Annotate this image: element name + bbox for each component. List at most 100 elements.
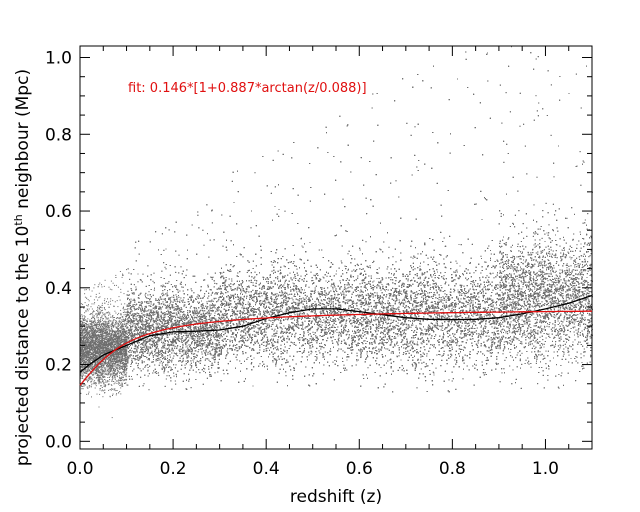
data-point: [91, 331, 92, 332]
data-point: [90, 368, 91, 369]
data-point: [94, 303, 95, 304]
data-point: [105, 367, 106, 368]
data-point: [112, 378, 113, 379]
data-point: [96, 313, 97, 314]
data-point: [120, 366, 121, 367]
data-point: [126, 375, 127, 376]
data-point: [98, 297, 99, 298]
data-point: [102, 320, 103, 321]
data-point: [107, 312, 108, 313]
data-point: [121, 340, 122, 341]
data-point: [88, 327, 89, 328]
data-point: [89, 385, 90, 386]
data-point: [126, 333, 127, 334]
data-point: [98, 344, 99, 345]
data-point: [112, 330, 113, 331]
data-point: [88, 393, 89, 394]
data-point: [103, 365, 104, 366]
data-point: [83, 365, 84, 366]
data-point: [112, 339, 113, 340]
data-point: [100, 381, 101, 382]
data-point: [105, 321, 106, 322]
data-point: [101, 333, 102, 334]
data-point: [106, 319, 107, 320]
data-point: [89, 300, 90, 301]
data-point: [86, 311, 87, 312]
data-point: [104, 345, 105, 346]
data-point: [92, 326, 93, 327]
data-point: [112, 315, 113, 316]
data-point: [103, 352, 104, 353]
data-point: [93, 287, 94, 288]
data-point: [92, 322, 93, 323]
data-point: [89, 370, 90, 371]
data-point: [83, 340, 84, 341]
data-point: [89, 334, 90, 335]
data-point: [102, 341, 103, 342]
data-point: [84, 384, 85, 385]
data-point: [105, 362, 106, 363]
data-point: [105, 369, 106, 370]
data-point: [105, 360, 106, 361]
data-point: [124, 329, 125, 330]
data-point: [117, 323, 118, 324]
data-point: [81, 366, 82, 367]
data-point: [125, 314, 126, 315]
data-point: [123, 369, 124, 370]
data-point: [94, 380, 95, 381]
data-point: [91, 349, 92, 350]
data-point: [87, 381, 88, 382]
data-point: [111, 335, 112, 336]
data-point: [123, 307, 124, 308]
data-point: [119, 365, 120, 366]
data-point: [116, 381, 117, 382]
data-point: [111, 281, 112, 282]
data-point: [114, 388, 115, 389]
data-point: [83, 338, 84, 339]
data-point: [120, 289, 121, 290]
data-point: [120, 310, 121, 311]
data-point: [124, 349, 125, 350]
data-point: [111, 326, 112, 327]
data-point: [108, 339, 109, 340]
data-point: [103, 377, 104, 378]
data-point: [116, 360, 117, 361]
data-point: [85, 316, 86, 317]
data-point: [98, 328, 99, 329]
data-point: [122, 323, 123, 324]
data-point: [115, 363, 116, 364]
data-point: [80, 375, 81, 376]
data-point: [119, 359, 120, 360]
data-point: [96, 383, 97, 384]
data-point: [88, 347, 89, 348]
data-point: [81, 352, 82, 353]
data-point: [113, 346, 114, 347]
data-point: [113, 374, 114, 375]
data-point: [106, 332, 107, 333]
data-point: [122, 374, 123, 375]
data-point: [91, 396, 92, 397]
data-point: [115, 339, 116, 340]
data-point: [94, 315, 95, 316]
data-point: [122, 274, 123, 275]
data-point: [92, 365, 93, 366]
data-point: [117, 317, 118, 318]
data-point: [103, 321, 104, 322]
data-point: [110, 338, 111, 339]
data-point: [102, 374, 103, 375]
data-point: [87, 387, 88, 388]
data-point: [87, 318, 88, 319]
data-point: [99, 350, 100, 351]
data-point: [121, 338, 122, 339]
data-point: [95, 322, 96, 323]
data-point: [111, 366, 112, 367]
data-point: [100, 312, 101, 313]
data-point: [90, 365, 91, 366]
data-point: [85, 385, 86, 386]
data-point: [121, 383, 122, 384]
data-point: [105, 374, 106, 375]
data-point: [89, 379, 90, 380]
data-point: [108, 335, 109, 336]
data-point: [88, 343, 89, 344]
data-point: [116, 341, 117, 342]
